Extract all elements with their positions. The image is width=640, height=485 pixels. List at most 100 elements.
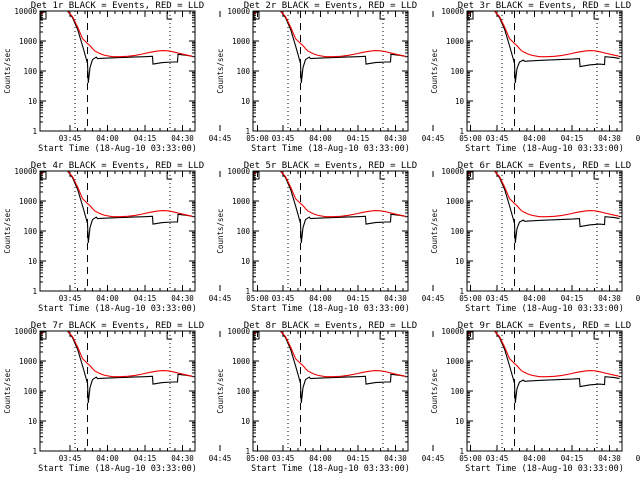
x-tick-label: 04:15 [347, 134, 370, 143]
x-tick-label: 05:00 [459, 134, 482, 143]
x-tick-label: 04:30 [384, 134, 407, 143]
y-tick-label: 1000 [19, 37, 38, 46]
events-series-line [253, 171, 406, 243]
y-tick-label: 1000 [19, 197, 38, 206]
lld-series-line [467, 171, 620, 218]
x-tick-label: 05:00 [459, 454, 482, 463]
y-tick-label: 10000 [14, 327, 37, 336]
panel-9: Det 9r BLACK = Events, RED = LLD Counts/s… [430, 321, 640, 474]
y-tick-label: 1 [245, 447, 250, 456]
y-tick-label: 10000 [227, 7, 250, 16]
y-axis-label: Counts/sec [3, 208, 12, 253]
x-tick-label: 04:30 [171, 134, 194, 143]
x-tick-label: 04:00 [309, 134, 332, 143]
panel-2: Det 2r BLACK = Events, RED = LLD Counts/s… [216, 1, 482, 154]
x-tick-label: 05:00 [246, 294, 269, 303]
y-tick-label: 1000 [446, 197, 465, 206]
x-tick-label: 04:15 [134, 454, 157, 463]
y-tick-label: 10 [455, 97, 465, 106]
y-tick-label: 10 [28, 417, 38, 426]
x-tick-label: 04:45 [636, 294, 640, 303]
y-tick-label: 1 [32, 447, 37, 456]
panel-3: Det 3r BLACK = Events, RED = LLD Counts/s… [430, 1, 640, 154]
y-axis-label: Counts/sec [430, 208, 439, 253]
y-tick-label: 10 [28, 257, 38, 266]
x-axis-label: Start Time (18-Aug-10 03:33:00) [251, 304, 410, 314]
plot-frame [39, 170, 196, 292]
corner-glyph [593, 332, 600, 340]
x-tick-label: 03:45 [486, 134, 509, 143]
corner-glyph [166, 12, 173, 20]
panel-title: Det 3r BLACK = Events, RED = LLD [458, 1, 631, 11]
x-tick-label: 04:45 [209, 294, 232, 303]
corner-glyph [467, 331, 474, 340]
lld-series-line [253, 171, 406, 218]
x-tick-label: 04:00 [96, 134, 119, 143]
plot-frame [466, 170, 623, 292]
y-tick-label: 100 [236, 227, 250, 236]
x-tick-label: 04:00 [96, 294, 119, 303]
y-tick-label: 10000 [227, 327, 250, 336]
y-tick-label: 1000 [19, 357, 38, 366]
panel-title: Det 1r BLACK = Events, RED = LLD [31, 1, 204, 11]
x-tick-label: 03:45 [59, 294, 82, 303]
y-axis-label: Counts/sec [3, 48, 12, 93]
y-axis-label: Counts/sec [216, 368, 225, 413]
x-tick-label: 05:00 [246, 134, 269, 143]
y-tick-label: 100 [236, 387, 250, 396]
lld-series-line [253, 331, 406, 378]
corner-glyph [253, 11, 260, 20]
corner-glyph [467, 11, 474, 20]
lld-series-line [40, 171, 193, 218]
x-axis-label: Start Time (18-Aug-10 03:33:00) [251, 464, 410, 474]
corner-glyph [379, 332, 386, 340]
y-tick-label: 100 [23, 67, 37, 76]
x-tick-label: 04:00 [523, 454, 546, 463]
events-series-line [467, 171, 620, 243]
corner-glyph [253, 331, 260, 340]
y-tick-label: 1000 [232, 197, 251, 206]
y-tick-label: 10 [455, 417, 465, 426]
x-tick-label: 04:45 [209, 454, 232, 463]
corner-glyph [40, 171, 47, 180]
corner-glyph [166, 172, 173, 180]
panel-8: Det 8r BLACK = Events, RED = LLD Counts/s… [216, 321, 482, 474]
y-tick-label: 1 [459, 127, 464, 136]
y-tick-label: 10000 [441, 7, 464, 16]
x-tick-label: 04:00 [523, 294, 546, 303]
events-series-line [40, 331, 193, 403]
panel-title: Det 8r BLACK = Events, RED = LLD [244, 321, 417, 331]
corner-glyph [253, 171, 260, 180]
y-tick-label: 1 [245, 127, 250, 136]
x-tick-label: 04:15 [347, 294, 370, 303]
x-tick-label: 04:15 [561, 454, 584, 463]
events-series-line [253, 331, 406, 403]
y-tick-label: 1 [459, 287, 464, 296]
panel-4: Det 4r BLACK = Events, RED = LLD Counts/s… [3, 161, 269, 314]
plot-frame [466, 330, 623, 452]
lld-series-line [253, 11, 406, 58]
x-tick-label: 03:45 [272, 294, 295, 303]
corner-glyph [467, 171, 474, 180]
y-tick-label: 10000 [441, 327, 464, 336]
y-tick-label: 1000 [232, 357, 251, 366]
corner-glyph [379, 172, 386, 180]
x-tick-label: 04:45 [636, 454, 640, 463]
y-axis-label: Counts/sec [430, 48, 439, 93]
y-tick-label: 100 [450, 227, 464, 236]
x-tick-label: 04:15 [561, 134, 584, 143]
events-series-line [40, 171, 193, 243]
panel-title: Det 9r BLACK = Events, RED = LLD [458, 321, 631, 331]
corner-glyph [166, 332, 173, 340]
x-tick-label: 03:45 [59, 454, 82, 463]
x-tick-label: 04:00 [309, 454, 332, 463]
corner-glyph [40, 11, 47, 20]
x-tick-label: 04:30 [171, 454, 194, 463]
plot-frame [252, 10, 409, 132]
x-tick-label: 04:00 [96, 454, 119, 463]
corner-glyph [379, 12, 386, 20]
x-tick-label: 04:15 [134, 294, 157, 303]
panel-7: Det 7r BLACK = Events, RED = LLD Counts/s… [3, 321, 269, 474]
corner-glyph [40, 331, 47, 340]
